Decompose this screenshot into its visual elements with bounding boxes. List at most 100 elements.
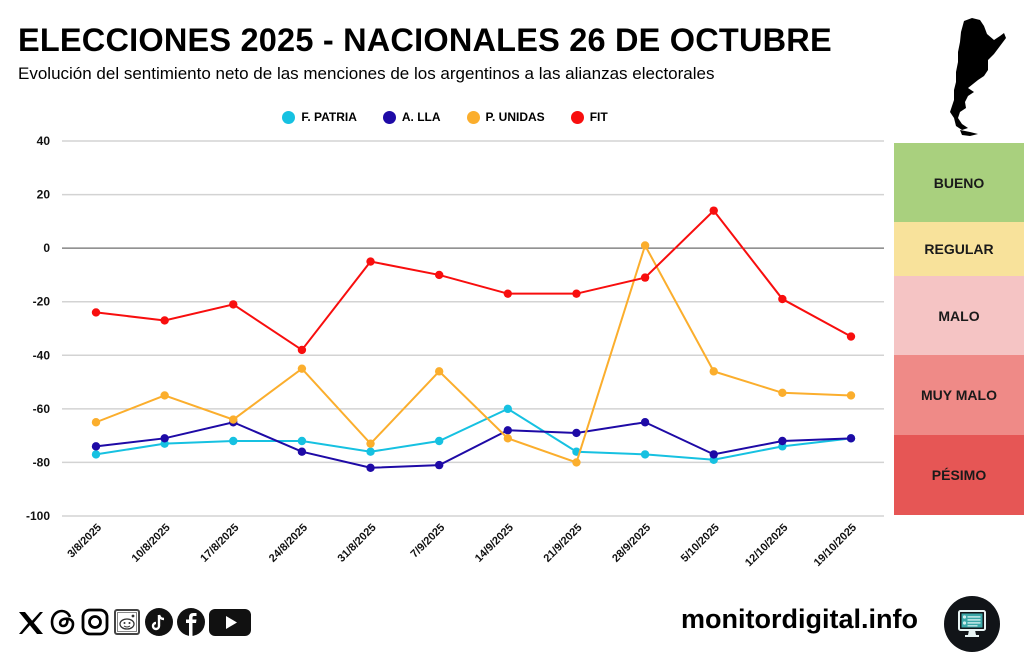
data-point-fit[interactable] — [503, 289, 513, 298]
data-point-a-lla[interactable] — [709, 450, 718, 459]
data-point-p-unidas[interactable] — [91, 418, 101, 427]
x-tick-label: 28/9/2025 — [610, 522, 653, 565]
series-f-patria — [91, 404, 856, 464]
legend-item-fit[interactable]: FIT — [570, 110, 608, 124]
legend-marker — [570, 110, 584, 124]
data-point-f-patria[interactable] — [503, 404, 513, 414]
y-tick-label: 0 — [43, 241, 50, 255]
scale-bueno: BUENO — [894, 143, 1024, 222]
series-p-unidas — [91, 241, 856, 467]
x-tick-label: 12/10/2025 — [743, 522, 790, 569]
legend-label: A. LLA — [401, 110, 441, 124]
data-point-f-patria[interactable] — [229, 436, 238, 446]
data-point-fit[interactable] — [572, 289, 581, 298]
page-subtitle: Evolución del sentimiento neto de las me… — [18, 64, 715, 83]
data-point-fit[interactable] — [91, 308, 101, 317]
x-tick-label: 7/9/2025 — [409, 522, 448, 561]
x-tick-label: 21/9/2025 — [541, 522, 584, 565]
scale-regular: REGULAR — [894, 222, 1024, 276]
data-point-p-unidas[interactable] — [366, 439, 375, 448]
data-point-p-unidas[interactable] — [434, 367, 444, 376]
x-tick-label: 3/8/2025 — [65, 522, 104, 561]
data-point-fit[interactable] — [640, 273, 650, 282]
reddit-icon[interactable] — [112, 607, 142, 637]
legend-item-f-patria[interactable]: F. PATRIA — [282, 110, 357, 124]
legend-item-a-lla[interactable]: A. LLA — [382, 110, 441, 124]
sentiment-scale: BUENO REGULAR MALO MUY MALO PÉSIMO — [894, 143, 1024, 515]
site-name[interactable]: monitordigital.info — [681, 604, 918, 634]
x-tick-label: 24/8/2025 — [267, 522, 310, 565]
scale-malo: MALO — [894, 276, 1024, 355]
data-point-p-unidas[interactable] — [846, 391, 856, 400]
data-point-a-lla[interactable] — [778, 436, 787, 446]
data-point-fit[interactable] — [366, 257, 375, 266]
data-point-f-patria[interactable] — [91, 450, 101, 459]
data-point-fit[interactable] — [434, 270, 444, 280]
legend-label: F. PATRIA — [301, 110, 357, 124]
x-tick-label: 5/10/2025 — [679, 522, 722, 565]
y-tick-label: -100 — [26, 509, 50, 523]
legend-label: P. UNIDAS — [485, 110, 545, 124]
data-point-f-patria[interactable] — [434, 436, 444, 446]
data-point-p-unidas[interactable] — [503, 434, 513, 443]
data-point-p-unidas[interactable] — [160, 391, 169, 400]
data-point-fit[interactable] — [778, 294, 787, 304]
y-tick-label: 20 — [37, 188, 51, 202]
data-point-p-unidas[interactable] — [297, 364, 307, 373]
series-line-a-lla — [95, 421, 852, 469]
series-line-fit — [95, 209, 852, 352]
data-point-a-lla[interactable] — [160, 434, 169, 443]
data-point-a-lla[interactable] — [503, 426, 513, 435]
data-point-a-lla[interactable] — [297, 447, 307, 456]
scale-pesimo: PÉSIMO — [894, 435, 1024, 515]
data-point-p-unidas[interactable] — [640, 241, 650, 250]
data-point-fit[interactable] — [229, 300, 238, 309]
data-point-a-lla[interactable] — [91, 442, 101, 451]
data-point-p-unidas[interactable] — [709, 367, 718, 376]
argentina-map-icon — [950, 18, 1006, 136]
x-tick-label: 10/8/2025 — [130, 522, 173, 565]
y-tick-label: -40 — [33, 348, 51, 362]
legend-item-p-unidas[interactable]: P. UNIDAS — [466, 110, 545, 124]
monitor-icon — [944, 596, 1000, 652]
threads-icon[interactable] — [48, 607, 78, 637]
data-point-a-lla[interactable] — [640, 418, 650, 427]
data-point-f-patria[interactable] — [640, 450, 650, 459]
youtube-icon[interactable] — [208, 607, 252, 637]
instagram-icon[interactable] — [80, 607, 110, 637]
data-point-fit[interactable] — [160, 316, 169, 325]
data-point-f-patria[interactable] — [297, 436, 307, 446]
x-axis-ticks: 3/8/2025 10/8/2025 17/8/2025 24/8/2025 31/8/… — [65, 522, 859, 569]
legend-marker — [382, 110, 396, 124]
chart-legend: F. PATRIA A. LLA P. UNIDAS FIT — [0, 110, 890, 124]
data-point-p-unidas[interactable] — [778, 388, 787, 397]
data-point-p-unidas[interactable] — [229, 415, 238, 424]
data-point-a-lla[interactable] — [434, 460, 444, 470]
facebook-icon[interactable] — [176, 607, 206, 637]
line-chart: 40 20 0 -20 -40 -60 -80 -100 3/8/2025 10/8/2025 1… — [26, 134, 884, 569]
data-point-fit[interactable] — [297, 345, 307, 355]
gridlines — [62, 140, 884, 517]
x-tick-label: 19/10/2025 — [812, 522, 859, 569]
y-tick-label: 40 — [37, 134, 51, 148]
y-tick-label: -20 — [33, 295, 51, 309]
data-point-a-lla[interactable] — [846, 434, 856, 443]
y-tick-label: -60 — [33, 402, 51, 416]
series-a-lla — [91, 418, 856, 472]
social-icons — [16, 607, 252, 637]
legend-label: FIT — [589, 110, 608, 124]
data-point-a-lla[interactable] — [366, 463, 375, 472]
page-title: ELECCIONES 2025 - NACIONALES 26 DE OCTUB… — [18, 22, 832, 58]
series-line-p-unidas — [95, 242, 852, 464]
data-point-f-patria[interactable] — [366, 447, 375, 456]
data-point-a-lla[interactable] — [572, 428, 581, 438]
x-icon[interactable] — [16, 607, 46, 637]
scale-muy-malo: MUY MALO — [894, 355, 1024, 435]
x-tick-label: 31/8/2025 — [336, 522, 379, 565]
x-tick-label: 14/9/2025 — [473, 522, 516, 565]
tiktok-icon[interactable] — [144, 607, 174, 637]
data-point-fit[interactable] — [846, 332, 856, 341]
series-fit — [91, 206, 856, 355]
data-point-fit[interactable] — [709, 206, 718, 215]
data-point-p-unidas[interactable] — [572, 458, 581, 467]
